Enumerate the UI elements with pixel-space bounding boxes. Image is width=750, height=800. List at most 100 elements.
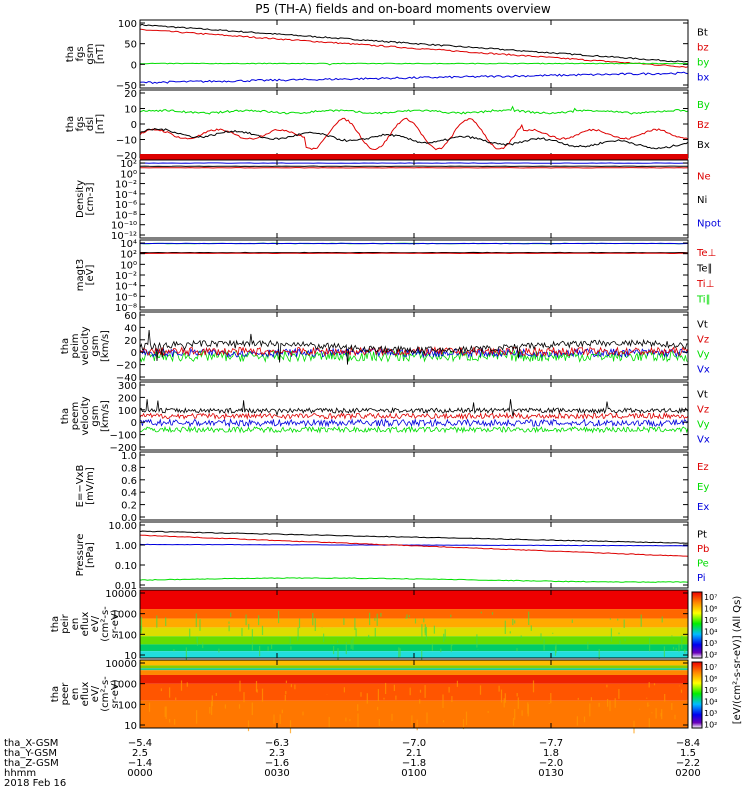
spec-streak	[661, 709, 663, 720]
legend-temperature-0: Te⊥	[696, 248, 716, 259]
ephem-cell: −7.0	[402, 738, 426, 749]
spec-streak	[550, 693, 552, 704]
spec-streak	[164, 706, 166, 717]
panel-temperature-ylabel-line: magt3	[75, 259, 86, 292]
spec-streak	[199, 619, 201, 631]
ephem-row-label: tha_Z-GSM	[4, 758, 59, 769]
legend-peim-velocity-0: Vt	[697, 320, 708, 331]
spec-streak	[440, 648, 442, 653]
legend-temperature-1: Te∥	[696, 263, 713, 274]
spec-streak	[297, 627, 299, 639]
series-bz	[139, 28, 689, 68]
spec-streak	[540, 633, 542, 641]
spec-streak	[639, 708, 641, 710]
panel-density-frame	[139, 159, 689, 239]
spec-streak	[323, 633, 325, 643]
ephem-cell: 0200	[675, 768, 700, 779]
panel-efield-ylabel-line: [mV/m]	[85, 467, 96, 505]
spec-streak	[196, 710, 198, 724]
spec-streak	[419, 689, 422, 693]
spec-streak	[209, 706, 211, 714]
legend-pressure-0: Pt	[697, 529, 707, 540]
spec-streak	[491, 612, 494, 615]
spec-streak	[185, 647, 187, 660]
spec-streak	[218, 648, 220, 653]
spec-streak	[675, 647, 677, 651]
ephem-cell: −6.3	[265, 738, 289, 749]
spec-streak	[261, 625, 264, 636]
spec-band-4	[140, 674, 688, 684]
panel-peem-velocity-ylabel-line: gsm	[90, 405, 101, 426]
ytick-label: 10⁻⁶	[115, 200, 137, 211]
panel-pressure-ylabel-line: [nPa]	[85, 542, 96, 568]
legend-pressure-1: Pb	[697, 544, 709, 555]
spec-streak	[528, 611, 530, 626]
spec-streak	[512, 618, 514, 626]
legend-peim-velocity-1: Vz	[697, 335, 709, 346]
spec-streak	[261, 688, 264, 702]
spec-streak	[506, 636, 508, 638]
spec-streak	[294, 684, 296, 690]
ytick-label: 0.4	[121, 488, 137, 499]
spec-streak	[238, 704, 241, 709]
spec-streak	[520, 635, 522, 638]
spec-streak	[527, 702, 529, 714]
ephem-cell: 1.8	[543, 748, 559, 759]
spec-streak	[442, 720, 445, 723]
spec-streak	[224, 704, 226, 709]
spec-streak	[618, 689, 620, 699]
spec-streak	[503, 698, 505, 708]
legend-temperature-3: Ti∥	[696, 294, 711, 305]
ytick-label: 10⁻¹⁰	[111, 221, 137, 232]
legend-efield-0: Ez	[697, 462, 709, 473]
spec-streak	[186, 682, 188, 687]
ytick-label: 10⁻¹²	[111, 231, 137, 242]
panel-peem-velocity-plot	[139, 399, 689, 434]
panel-pressure-ylabel-line: Pressure	[75, 534, 86, 577]
ytick-label: 0.8	[121, 463, 137, 474]
colorbar-tick: 10⁴	[704, 698, 717, 707]
series-bx	[139, 71, 689, 84]
spec-streak	[444, 629, 446, 640]
spec-streak	[424, 685, 426, 698]
spec-streak	[680, 689, 683, 693]
spec-streak	[408, 615, 411, 618]
legend-density-2: Npot	[697, 218, 721, 229]
panel-peir-spec-ylabel-line: tha	[50, 616, 61, 632]
spec-streak	[243, 692, 245, 703]
legend-temperature-2: Ti⊥	[696, 279, 714, 290]
spec-streak	[647, 702, 649, 707]
spec-streak	[624, 638, 626, 642]
colorbar-strip-1	[691, 661, 703, 729]
spec-streak	[169, 687, 171, 698]
spec-streak	[576, 716, 578, 726]
spec-streak	[377, 689, 379, 701]
colorbar-tick: 10⁶	[704, 675, 717, 684]
spec-streak	[442, 694, 444, 708]
spec-streak	[431, 643, 433, 651]
ytick-label: 0.0	[121, 513, 137, 524]
ytick-label: 10⁻⁴	[115, 190, 137, 201]
spec-streak	[405, 617, 407, 619]
spec-streak	[618, 632, 620, 635]
spec-streak	[239, 680, 241, 692]
legend-fgs-dsl-1: Bz	[697, 120, 709, 131]
ytick-label: 10	[124, 721, 137, 732]
panel-pressure-plot	[139, 530, 689, 583]
ephem-cell: 0100	[401, 768, 426, 779]
panel-peem-velocity-ylabel-line: [km/s]	[100, 400, 111, 432]
spec-streak	[554, 646, 557, 656]
spec-streak	[258, 615, 260, 626]
ephem-row-label: tha_X-GSM	[4, 738, 58, 749]
spec-streak	[598, 648, 600, 660]
panel-peem-velocity-ylabel-line: tha	[60, 408, 71, 424]
panel-fgs-dsl-plot	[139, 105, 689, 151]
panel-fgs-dsl-ylabel-line: [nT]	[95, 114, 106, 134]
panel-peer-spec-ylabel-line: (cm²-s-	[100, 676, 111, 712]
series-Vt	[139, 399, 689, 417]
legend-pressure-3: Pi	[697, 573, 706, 584]
